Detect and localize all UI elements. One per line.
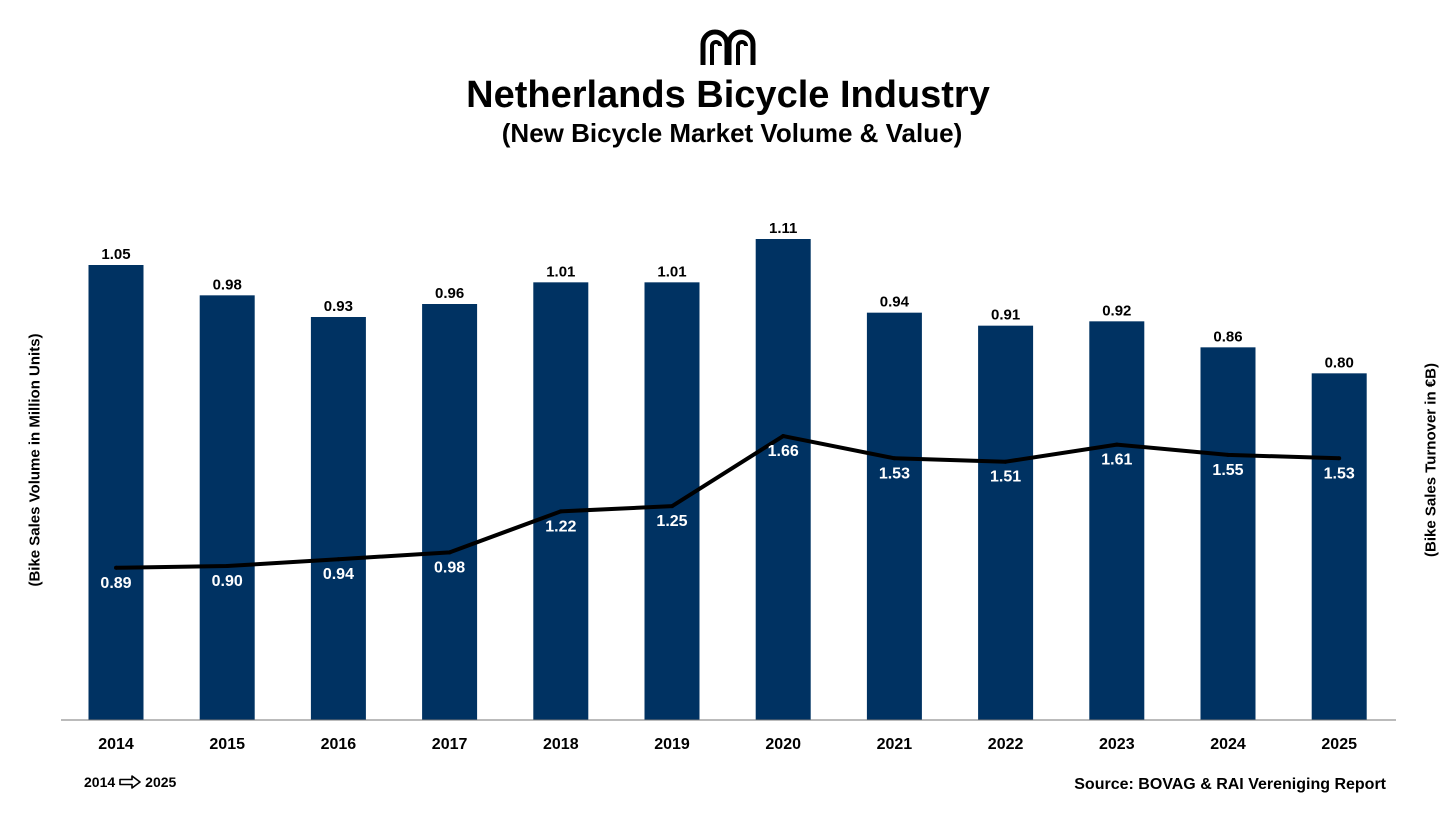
- bar-2021: [866, 312, 922, 720]
- x-tick-label-2019: 2019: [654, 736, 690, 753]
- bar-label-2021: 0.94: [880, 294, 910, 311]
- chart-title: Netherlands Bicycle Industry: [466, 74, 990, 116]
- right-arrow-icon: [119, 775, 141, 789]
- bar-label-2020: 1.11: [769, 220, 797, 237]
- y-axis-left-label: (Bike Sales Volume in Million Units): [26, 333, 44, 587]
- line-label-2022: 1.51: [990, 469, 1021, 486]
- bar-2016: [310, 317, 366, 720]
- line-point-2014: [114, 565, 118, 570]
- bar-2020: [755, 239, 811, 720]
- x-tick-label-2022: 2022: [988, 736, 1024, 753]
- line-label-2019: 1.25: [656, 513, 687, 530]
- y-axis-right-label: (Bike Sales Turnover in €B): [1422, 363, 1440, 557]
- turnover-line: [115, 434, 1340, 570]
- line-point-2023: [1114, 442, 1119, 447]
- bar-label-2019: 1.01: [657, 263, 686, 280]
- bar-label-2016: 0.93: [324, 298, 353, 315]
- bar-2023: [1089, 321, 1145, 720]
- line-point-2017: [447, 550, 452, 555]
- bar-2022: [978, 325, 1034, 720]
- range-start: 2014: [84, 774, 116, 790]
- line-label-2024: 1.55: [1212, 462, 1243, 479]
- line-label-2020: 1.66: [768, 443, 799, 460]
- x-tick-label-2018: 2018: [543, 736, 579, 753]
- bar-2019: [644, 282, 700, 720]
- x-tick-label-2015: 2015: [209, 736, 245, 753]
- bar-2015: [199, 295, 255, 720]
- line-point-2016: [336, 557, 341, 562]
- bar-label-2018: 1.01: [546, 263, 575, 280]
- bar-2024: [1200, 347, 1256, 720]
- bar-label-2022: 0.91: [991, 307, 1020, 324]
- range-end: 2025: [145, 774, 177, 790]
- bar-label-2014: 1.05: [101, 246, 130, 263]
- line-point-2020: [781, 434, 786, 439]
- line-point-2019: [670, 504, 674, 509]
- line-label-2014: 0.89: [100, 575, 131, 592]
- line-label-2018: 1.22: [545, 518, 576, 535]
- line-label-2017: 0.98: [434, 559, 465, 576]
- bar-label-2024: 0.86: [1213, 328, 1242, 345]
- line-label-2016: 0.94: [323, 566, 354, 583]
- x-tick-label-2017: 2017: [432, 736, 468, 753]
- x-tick-label-2024: 2024: [1210, 736, 1246, 753]
- year-range-note: 2014 2025: [84, 774, 176, 790]
- bar-2025: [1311, 373, 1367, 720]
- x-tick-label-2021: 2021: [877, 736, 913, 753]
- line-label-2023: 1.61: [1101, 452, 1132, 469]
- source-note: Source: BOVAG & RAI Vereniging Report: [1074, 776, 1386, 793]
- bar-2018: [533, 282, 589, 720]
- bar-2017: [422, 304, 478, 720]
- arch-logo-icon: [700, 29, 756, 65]
- x-tick-label-2014: 2014: [98, 736, 134, 753]
- bar-label-2015: 0.98: [213, 276, 242, 293]
- line-point-2015: [225, 564, 230, 569]
- bar-2014: [88, 265, 144, 720]
- chart-subtitle: (New Bicycle Market Volume & Value): [501, 118, 963, 148]
- line-point-2022: [1003, 459, 1008, 464]
- x-tick-label-2023: 2023: [1099, 736, 1135, 753]
- x-tick-label-2020: 2020: [765, 736, 801, 753]
- line-point-2025: [1337, 456, 1342, 461]
- line-label-2021: 1.53: [879, 465, 910, 482]
- line-label-2015: 0.90: [212, 573, 243, 590]
- bar-label-2025: 0.80: [1325, 354, 1354, 371]
- bar-label-2023: 0.92: [1102, 302, 1131, 319]
- x-tick-label-2016: 2016: [321, 736, 357, 753]
- x-tick-label-2025: 2025: [1321, 736, 1357, 753]
- bar-label-2017: 0.96: [435, 285, 464, 302]
- line-point-2024: [1226, 452, 1230, 457]
- line-point-2021: [892, 456, 897, 461]
- line-label-2025: 1.53: [1324, 465, 1355, 482]
- line-point-2018: [558, 509, 563, 514]
